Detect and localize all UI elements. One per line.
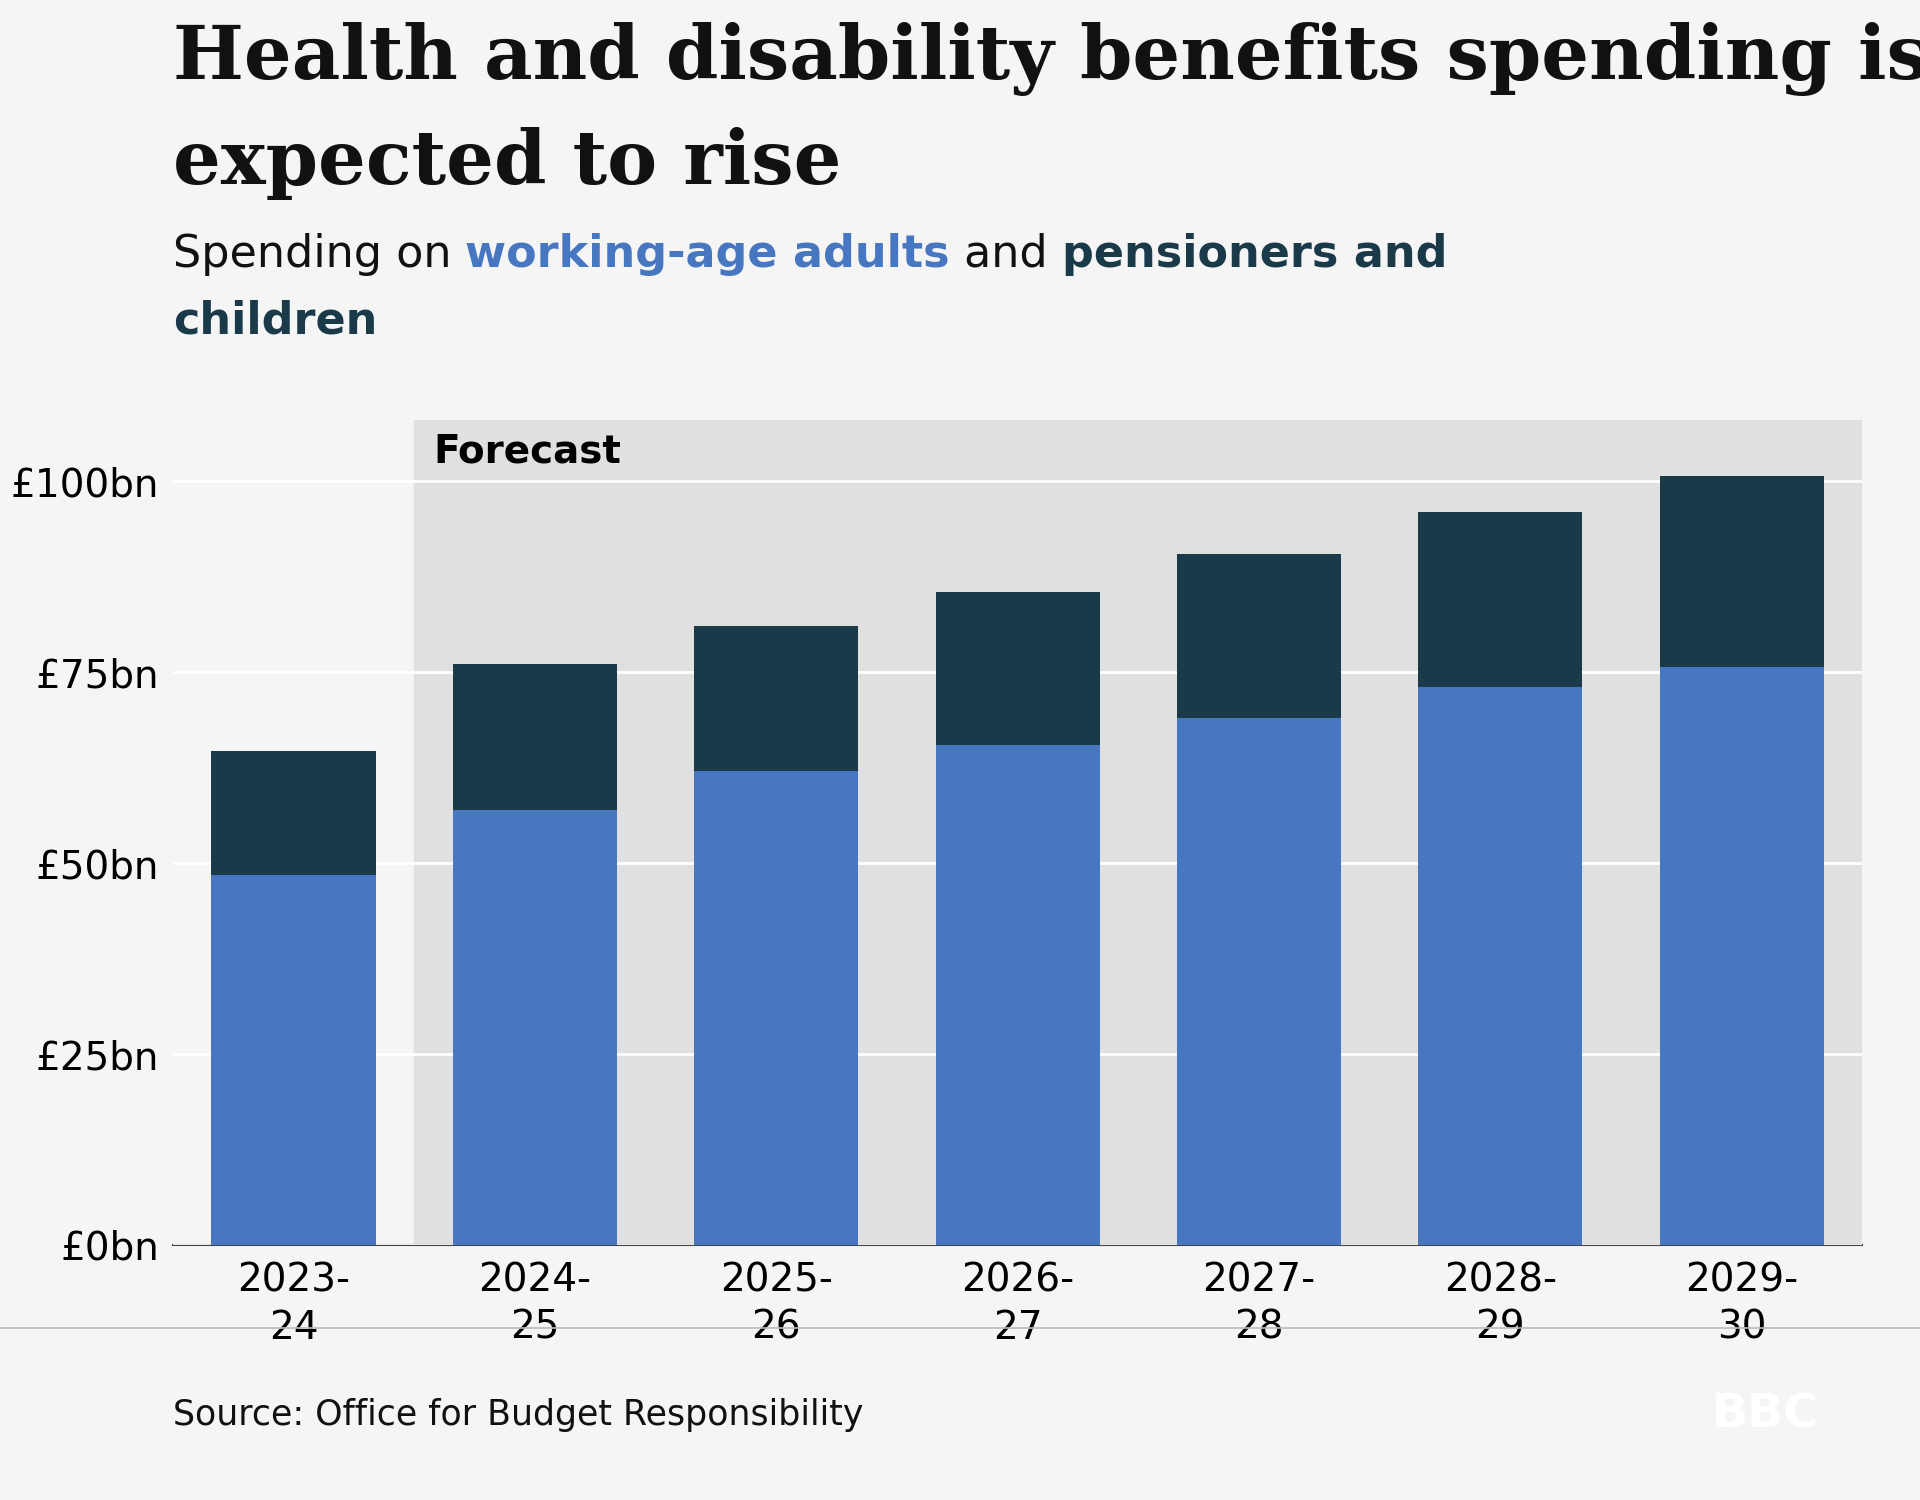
Text: and: and	[950, 232, 1062, 276]
Text: expected to rise: expected to rise	[173, 128, 841, 201]
Text: Health and disability benefits spending is: Health and disability benefits spending …	[173, 22, 1920, 96]
Text: children: children	[173, 300, 376, 344]
Bar	[935, 744, 1100, 1245]
Bar	[415, 420, 1862, 1245]
Bar	[1659, 476, 1824, 666]
Bar	[453, 810, 616, 1245]
Bar	[1659, 666, 1824, 1245]
Bar	[695, 627, 858, 771]
Bar	[935, 592, 1100, 744]
Bar	[1419, 512, 1582, 687]
Bar	[1177, 554, 1340, 718]
Bar	[1177, 718, 1340, 1245]
Bar	[695, 771, 858, 1245]
Text: pensioners and: pensioners and	[1062, 232, 1448, 276]
Bar	[211, 752, 376, 874]
Text: Spending on: Spending on	[173, 232, 465, 276]
Text: working-age adults: working-age adults	[465, 232, 950, 276]
Text: Forecast: Forecast	[434, 432, 622, 471]
Text: BBC: BBC	[1713, 1392, 1818, 1437]
Text: Source: Office for Budget Responsibility: Source: Office for Budget Responsibility	[173, 1398, 864, 1431]
Bar	[211, 874, 376, 1245]
Bar	[1419, 687, 1582, 1245]
Bar	[453, 664, 616, 810]
